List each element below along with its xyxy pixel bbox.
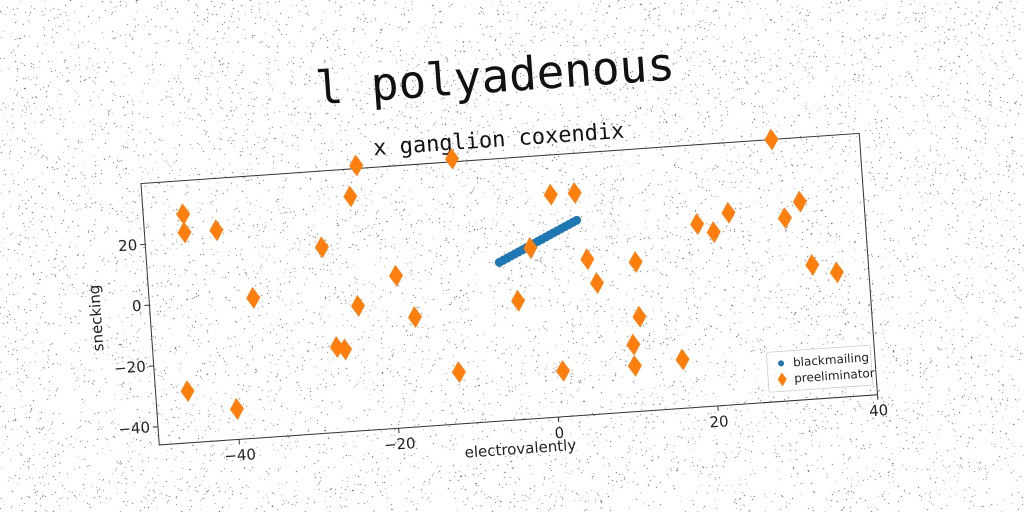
- data-point-preeliminator: [628, 251, 643, 273]
- data-point-preeliminator: [351, 294, 366, 317]
- data-point-preeliminator: [580, 248, 595, 271]
- y-tick-label: −40: [118, 418, 151, 438]
- data-point-preeliminator: [690, 213, 705, 236]
- series-blackmailing: [494, 215, 582, 267]
- data-point-preeliminator: [777, 206, 792, 229]
- data-point-preeliminator: [229, 398, 244, 420]
- data-point-preeliminator: [343, 185, 358, 208]
- data-point-preeliminator: [209, 219, 224, 242]
- data-point-preeliminator: [523, 237, 538, 259]
- x-tick-label: 40: [868, 401, 888, 420]
- data-point-preeliminator: [764, 128, 779, 151]
- series-preeliminator: [176, 128, 844, 420]
- data-point-preeliminator: [721, 201, 736, 224]
- legend-box: [766, 344, 874, 393]
- data-point-preeliminator: [407, 306, 422, 329]
- data-point-preeliminator: [706, 221, 721, 244]
- data-point-preeliminator: [675, 348, 690, 371]
- legend: blackmailing preeliminator: [766, 344, 876, 393]
- data-point-preeliminator: [445, 147, 459, 170]
- chart-title: l polyadenous: [314, 37, 677, 116]
- data-point-preeliminator: [632, 305, 647, 328]
- data-point-preeliminator: [180, 380, 195, 403]
- legend-label-preeliminator: preeliminator: [794, 366, 876, 386]
- data-point-preeliminator: [389, 264, 404, 287]
- chart-subtitle: x ganglion coxendix: [372, 119, 625, 161]
- data-point-preeliminator: [567, 181, 582, 204]
- x-tick-label: 0: [554, 424, 565, 443]
- data-point-preeliminator: [556, 359, 571, 382]
- y-tick-label: 0: [131, 297, 142, 316]
- data-point-preeliminator: [792, 190, 807, 213]
- data-point-preeliminator: [511, 289, 526, 312]
- legend-marker-blackmailing: [778, 360, 785, 367]
- data-point-preeliminator: [451, 361, 466, 384]
- data-point-preeliminator: [246, 286, 261, 309]
- x-axis-ticks: −40 −20 0 20 40: [224, 394, 889, 465]
- y-axis-ticks: −40 −20 0 20: [114, 236, 159, 438]
- data-point-preeliminator: [829, 261, 844, 284]
- legend-marker-preeliminator: [777, 372, 787, 387]
- plot-frame: [140, 132, 879, 446]
- data-point-preeliminator: [627, 354, 642, 377]
- plot-group: x ganglion coxendix −40 −20 0 20 40 −40 −20 0 2…: [85, 119, 889, 466]
- y-axis-label: snecking: [85, 284, 108, 352]
- data-point-preeliminator: [543, 183, 558, 206]
- y-tick-label: −20: [114, 358, 147, 378]
- data-point-preeliminator: [314, 236, 329, 259]
- legend-label-blackmailing: blackmailing: [793, 350, 870, 369]
- x-tick-label: −20: [383, 434, 416, 454]
- figure-title-group: l polyadenous: [314, 37, 677, 116]
- data-point-preeliminator: [349, 154, 364, 177]
- data-point-preeliminator: [177, 221, 192, 244]
- data-point-blackmailing: [572, 215, 582, 225]
- data-point-preeliminator: [590, 272, 605, 295]
- data-point-preeliminator: [338, 338, 353, 361]
- x-axis-label: electrovalently: [464, 436, 577, 462]
- series-layer: [176, 128, 844, 420]
- x-tick-label: 20: [709, 412, 729, 431]
- data-point-preeliminator: [176, 203, 191, 226]
- data-point-preeliminator: [805, 253, 820, 276]
- x-tick-label: −40: [224, 445, 257, 465]
- y-tick-label: 20: [118, 236, 138, 255]
- data-point-preeliminator: [626, 333, 641, 356]
